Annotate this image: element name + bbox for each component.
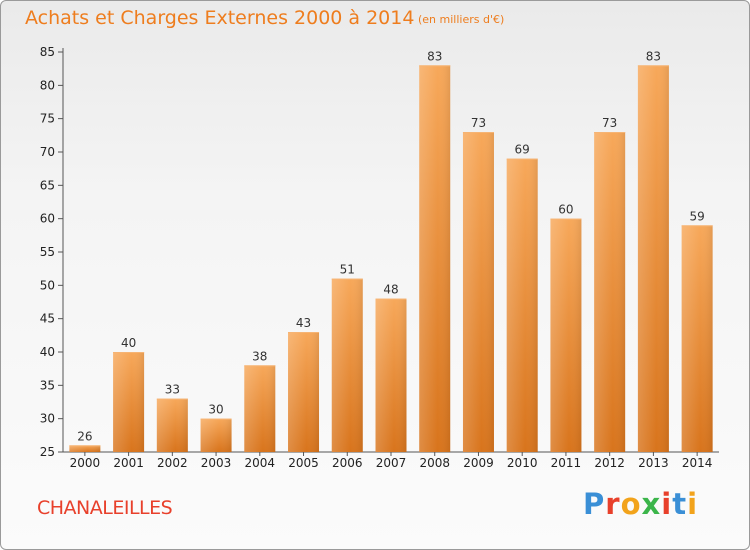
bar-sheen bbox=[69, 445, 101, 452]
x-tick-label: 2012 bbox=[594, 456, 625, 470]
logo-letter: P bbox=[583, 487, 606, 521]
bar-value-label: 51 bbox=[340, 263, 355, 277]
commune-name: CHANALEILLES bbox=[37, 497, 173, 519]
bar-value-label: 40 bbox=[121, 336, 136, 350]
x-tick-label: 2000 bbox=[70, 456, 101, 470]
x-tick-label: 2001 bbox=[113, 456, 144, 470]
bar-2013 bbox=[637, 65, 669, 452]
bar-sheen bbox=[637, 65, 669, 452]
bar-value-label: 73 bbox=[471, 116, 486, 130]
logo-letter: t bbox=[672, 487, 688, 521]
x-tick-label: 2002 bbox=[157, 456, 188, 470]
y-tick-label: 75 bbox=[40, 112, 55, 126]
chart-subtitle: (en milliers d'€) bbox=[418, 13, 505, 26]
bar-2004 bbox=[244, 365, 276, 452]
bar-value-label: 43 bbox=[296, 316, 311, 330]
bar-value-label: 38 bbox=[252, 349, 267, 363]
x-tick-label: 2009 bbox=[463, 456, 494, 470]
y-tick-label: 85 bbox=[40, 45, 55, 59]
bar-value-label: 73 bbox=[602, 116, 617, 130]
x-tick-label: 2004 bbox=[245, 456, 276, 470]
logo-letter: r bbox=[605, 487, 621, 521]
bar-sheen bbox=[288, 332, 320, 452]
bar-2007 bbox=[375, 298, 407, 452]
bar-sheen bbox=[156, 398, 188, 452]
y-tick-label: 55 bbox=[40, 245, 55, 259]
x-tick-label: 2010 bbox=[507, 456, 538, 470]
proxiti-logo: Proxiti bbox=[583, 487, 698, 521]
x-tick-label: 2003 bbox=[201, 456, 232, 470]
x-tick-label: 2013 bbox=[638, 456, 669, 470]
bar-2012 bbox=[594, 132, 626, 452]
bar-sheen bbox=[550, 218, 582, 452]
bar-sheen bbox=[594, 132, 626, 452]
bar-sheen bbox=[200, 418, 232, 452]
bar-2003 bbox=[200, 418, 232, 452]
y-tick-label: 60 bbox=[40, 212, 55, 226]
bar-value-label: 83 bbox=[427, 49, 442, 63]
bar-2000 bbox=[69, 445, 101, 452]
y-tick-label: 40 bbox=[40, 345, 55, 359]
y-tick-label: 35 bbox=[40, 378, 55, 392]
bar-2014 bbox=[681, 225, 713, 452]
bar-2009 bbox=[462, 132, 494, 452]
bar-2010 bbox=[506, 158, 538, 452]
bar-value-label: 69 bbox=[515, 143, 530, 157]
y-tick-label: 30 bbox=[40, 412, 55, 426]
y-tick-label: 65 bbox=[40, 178, 55, 192]
bar-value-label: 48 bbox=[383, 283, 398, 297]
bar-2005 bbox=[288, 332, 320, 452]
bar-2001 bbox=[113, 352, 145, 452]
bar-2002 bbox=[156, 398, 188, 452]
bar-2008 bbox=[419, 65, 451, 452]
bar-value-label: 33 bbox=[165, 383, 180, 397]
logo-letter: x bbox=[641, 487, 662, 521]
bar-sheen bbox=[419, 65, 451, 452]
bar-2011 bbox=[550, 218, 582, 452]
x-tick-label: 2014 bbox=[682, 456, 713, 470]
logo-letter: o bbox=[620, 487, 642, 521]
x-tick-label: 2011 bbox=[551, 456, 582, 470]
bar-value-label: 59 bbox=[689, 209, 704, 223]
bar-sheen bbox=[331, 278, 363, 452]
y-tick-label: 45 bbox=[40, 312, 55, 326]
bar-sheen bbox=[375, 298, 407, 452]
y-tick-label: 50 bbox=[40, 278, 55, 292]
bar-value-label: 83 bbox=[646, 49, 661, 63]
y-tick-label: 70 bbox=[40, 145, 55, 159]
bar-2006 bbox=[331, 278, 363, 452]
bar-sheen bbox=[113, 352, 145, 452]
logo-letter: i bbox=[661, 487, 673, 521]
bar-value-label: 26 bbox=[77, 429, 92, 443]
bar-sheen bbox=[681, 225, 713, 452]
bar-sheen bbox=[506, 158, 538, 452]
x-tick-label: 2006 bbox=[332, 456, 363, 470]
x-tick-label: 2007 bbox=[376, 456, 407, 470]
x-tick-label: 2005 bbox=[288, 456, 319, 470]
bar-value-label: 60 bbox=[558, 203, 573, 217]
y-tick-label: 80 bbox=[40, 78, 55, 92]
y-tick-label: 25 bbox=[40, 445, 55, 459]
bar-value-label: 30 bbox=[208, 403, 223, 417]
x-tick-label: 2008 bbox=[419, 456, 450, 470]
bar-sheen bbox=[462, 132, 494, 452]
bar-sheen bbox=[244, 365, 276, 452]
logo-letter: i bbox=[687, 487, 699, 521]
chart-title: Achats et Charges Externes 2000 à 2014 bbox=[25, 7, 415, 29]
